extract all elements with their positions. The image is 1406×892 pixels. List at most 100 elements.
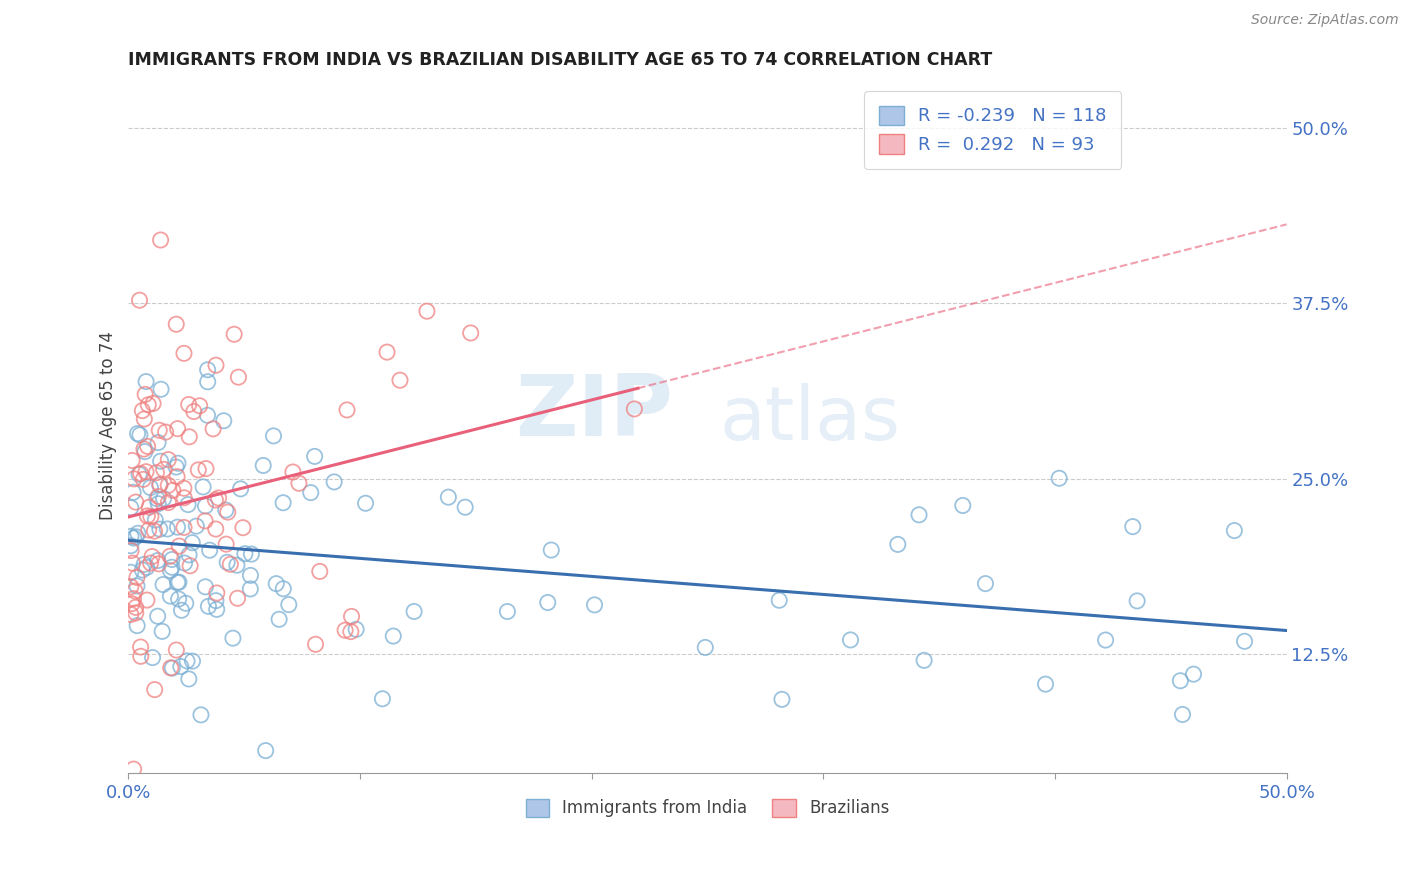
- Point: [149, 522, 172, 536]
- Point: [205, 593, 228, 607]
- Point: [135, 560, 157, 574]
- Point: [121, 453, 143, 467]
- Point: [167, 456, 190, 470]
- Point: [124, 600, 146, 615]
- Point: [129, 428, 152, 442]
- Point: [224, 327, 246, 342]
- Point: [132, 472, 155, 486]
- Point: [167, 539, 190, 553]
- Point: [173, 346, 195, 360]
- Point: [173, 556, 195, 570]
- Point: [157, 495, 180, 509]
- Point: [336, 403, 359, 417]
- Point: [135, 465, 157, 479]
- Point: [188, 399, 211, 413]
- Point: [232, 521, 254, 535]
- Point: [222, 631, 245, 645]
- Point: [908, 508, 931, 522]
- Point: [125, 530, 148, 544]
- Point: [148, 490, 170, 504]
- Point: [229, 482, 252, 496]
- Point: [288, 476, 311, 491]
- Point: [197, 599, 219, 614]
- Point: [125, 570, 148, 584]
- Point: [177, 548, 200, 562]
- Point: [839, 632, 862, 647]
- Point: [194, 580, 217, 594]
- Point: [219, 558, 242, 572]
- Point: [195, 461, 218, 475]
- Point: [150, 382, 173, 396]
- Point: [160, 552, 183, 566]
- Point: [239, 568, 262, 582]
- Point: [124, 584, 146, 599]
- Point: [264, 576, 287, 591]
- Point: [121, 597, 143, 611]
- Point: [120, 607, 142, 622]
- Point: [146, 491, 169, 506]
- Point: [437, 490, 460, 504]
- Point: [149, 478, 172, 492]
- Point: [179, 430, 201, 444]
- Point: [166, 520, 188, 534]
- Point: [146, 435, 169, 450]
- Point: [375, 345, 398, 359]
- Point: [194, 499, 217, 513]
- Point: [139, 509, 162, 524]
- Point: [202, 422, 225, 436]
- Point: [159, 549, 181, 564]
- Point: [134, 444, 156, 458]
- Point: [404, 605, 426, 619]
- Point: [177, 672, 200, 686]
- Text: Source: ZipAtlas.com: Source: ZipAtlas.com: [1251, 13, 1399, 28]
- Point: [134, 387, 156, 401]
- Point: [197, 409, 219, 423]
- Point: [181, 535, 204, 549]
- Point: [770, 692, 793, 706]
- Point: [122, 472, 145, 486]
- Point: [121, 556, 143, 570]
- Point: [1223, 524, 1246, 538]
- Point: [623, 401, 645, 416]
- Point: [155, 425, 177, 439]
- Point: [204, 492, 226, 507]
- Point: [162, 661, 184, 675]
- Point: [120, 539, 142, 553]
- Point: [233, 547, 256, 561]
- Point: [138, 523, 160, 537]
- Point: [240, 547, 263, 561]
- Point: [768, 593, 790, 607]
- Point: [127, 426, 149, 441]
- Point: [181, 654, 204, 668]
- Point: [125, 495, 148, 509]
- Point: [142, 650, 165, 665]
- Point: [179, 558, 201, 573]
- Point: [454, 500, 477, 515]
- Point: [143, 682, 166, 697]
- Point: [143, 513, 166, 527]
- Point: [122, 485, 145, 500]
- Point: [146, 553, 169, 567]
- Point: [263, 429, 285, 443]
- Point: [1035, 677, 1057, 691]
- Point: [340, 624, 363, 639]
- Point: [139, 481, 162, 495]
- Point: [271, 496, 294, 510]
- Point: [239, 582, 262, 596]
- Y-axis label: Disability Age 65 to 74: Disability Age 65 to 74: [100, 332, 117, 520]
- Point: [149, 477, 172, 491]
- Point: [162, 483, 184, 498]
- Point: [952, 499, 974, 513]
- Point: [277, 598, 299, 612]
- Point: [460, 326, 482, 340]
- Point: [204, 522, 226, 536]
- Point: [120, 529, 142, 543]
- Point: [166, 422, 188, 436]
- Point: [1122, 519, 1144, 533]
- Point: [197, 363, 219, 377]
- Point: [540, 543, 562, 558]
- Point: [125, 579, 148, 593]
- Point: [205, 358, 228, 372]
- Point: [131, 563, 153, 577]
- Point: [228, 370, 250, 384]
